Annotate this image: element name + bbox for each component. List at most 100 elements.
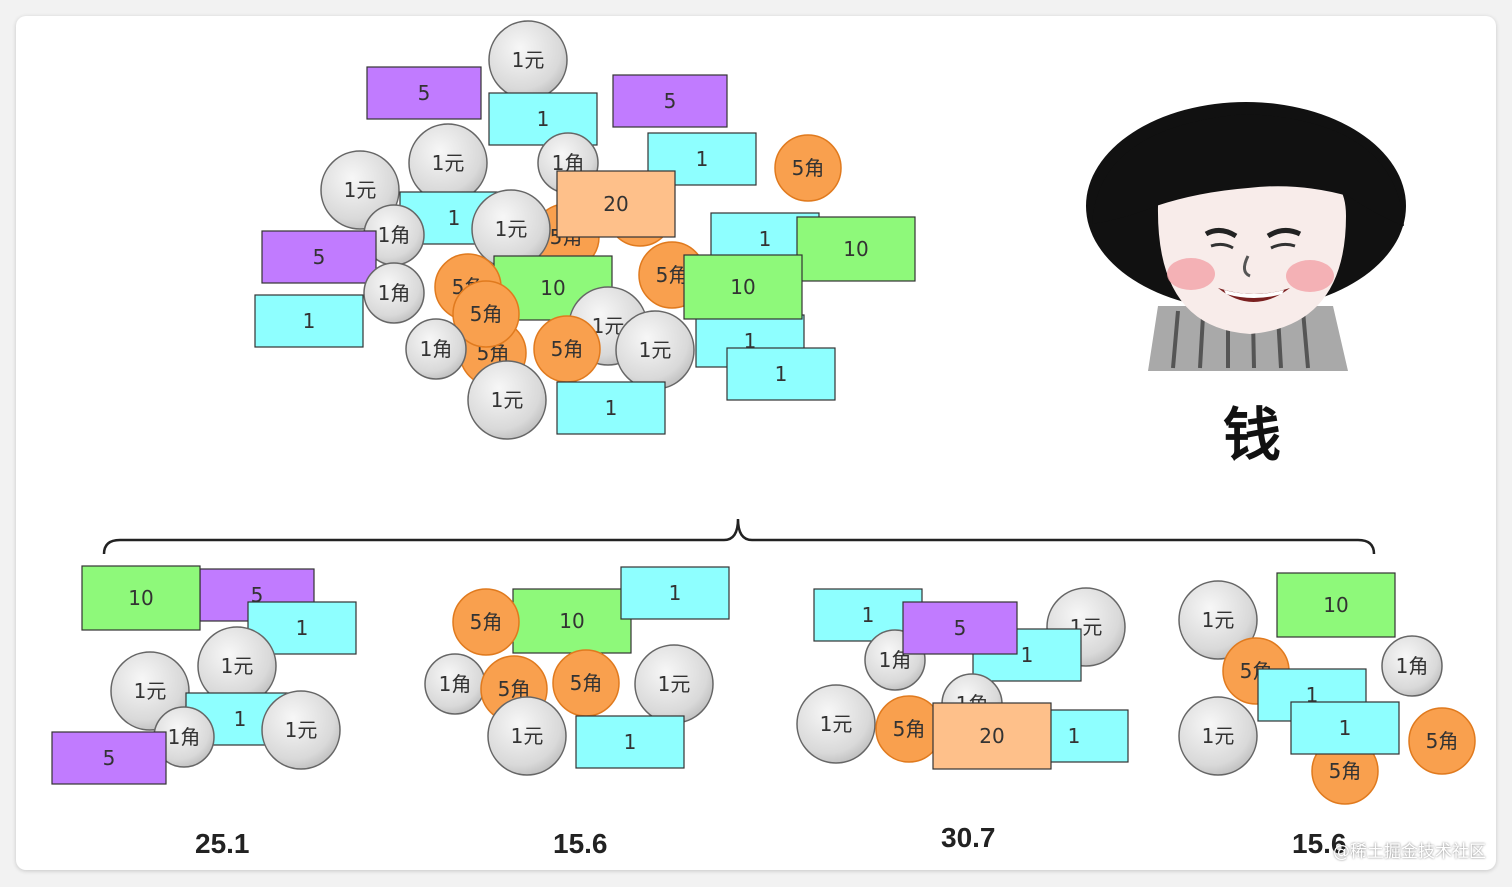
five-jiao-coin-label: 5角 [470,610,503,634]
five-jiao-coin: 5角 [452,280,520,348]
note-1-label: 1 [448,206,461,230]
note-5-label: 5 [103,746,116,770]
note-10: 10 [796,216,916,282]
group-total: 25.1 [195,828,250,859]
note-20-label: 20 [979,724,1004,748]
five-jiao-coin-label: 5角 [893,717,926,741]
note-1: 1 [972,628,1082,682]
five-jiao-coin: 5角 [552,649,620,717]
note-1-label: 1 [759,227,772,251]
five-jiao-coin-label: 5角 [792,156,825,180]
yuan-coin-label: 1元 [495,217,528,241]
note-20: 20 [932,702,1052,770]
jiao-coin-label: 1角 [439,672,472,696]
note-10-label: 10 [540,276,565,300]
watermark: @稀土掘金技术社区 [1333,842,1486,862]
group-total: 15.6 [1292,828,1347,859]
yuan-coin: 1元 [1178,580,1258,660]
note-1: 1 [726,347,836,401]
note-5-label: 5 [313,245,326,269]
note-1-label: 1 [296,616,309,640]
five-jiao-coin-label: 5角 [1329,759,1362,783]
yuan-coin: 1元 [261,690,341,770]
five-jiao-coin: 5角 [875,695,943,763]
note-1-label: 1 [605,396,618,420]
yuan-coin-label: 1元 [134,679,167,703]
note-10-label: 10 [559,609,584,633]
yuan-coin: 1元 [471,189,551,269]
note-1-label: 1 [537,107,550,131]
note-5: 5 [366,66,482,120]
mushroom-head-face-icon [1086,102,1406,371]
yuan-coin-label: 1元 [639,338,672,362]
note-10: 10 [81,565,201,631]
money-caption: 钱 [1222,401,1281,469]
yuan-coin: 1元 [1178,696,1258,776]
note-1-label: 1 [1021,643,1034,667]
note-1: 1 [647,132,757,186]
yuan-coin-label: 1元 [658,672,691,696]
note-5: 5 [902,601,1018,655]
note-10: 10 [1276,572,1396,638]
note-10-label: 10 [128,586,153,610]
note-5: 5 [51,731,167,785]
note-20: 20 [556,170,676,238]
jiao-coin: 1角 [1381,635,1443,697]
yuan-coin: 1元 [615,310,695,390]
note-5: 5 [612,74,728,128]
jiao-coin: 1角 [363,204,425,266]
note-1-label: 1 [1068,724,1081,748]
meme-face [1078,96,1414,476]
group-total: 15.6 [553,828,608,859]
note-10: 10 [683,254,803,320]
note-5-label: 5 [954,616,967,640]
yuan-coin: 1元 [634,644,714,724]
five-jiao-coin: 5角 [533,315,601,383]
five-jiao-coin-label: 5角 [470,302,503,326]
note-10-label: 10 [1323,593,1348,617]
yuan-coin-label: 1元 [511,724,544,748]
five-jiao-coin-label: 5角 [551,337,584,361]
yuan-coin-label: 1元 [1202,724,1235,748]
jiao-coin: 1角 [405,318,467,380]
note-1-label: 1 [669,581,682,605]
note-10-label: 10 [843,237,868,261]
note-5-label: 5 [664,89,677,113]
note-1-label: 1 [775,362,788,386]
five-jiao-coin-label: 5角 [656,263,689,287]
note-5-label: 5 [251,583,264,607]
jiao-coin-label: 1角 [378,223,411,247]
yuan-coin-label: 1元 [432,151,465,175]
jiao-coin-label: 1角 [1396,654,1429,678]
note-10-label: 10 [730,275,755,299]
note-5: 5 [261,230,377,284]
note-1-label: 1 [862,603,875,627]
note-5-label: 5 [418,81,431,105]
five-jiao-coin: 5角 [774,134,842,202]
note-1-label: 1 [1306,683,1319,707]
note-20-label: 20 [603,192,628,216]
five-jiao-coin-label: 5角 [1426,729,1459,753]
yuan-coin: 1元 [408,123,488,203]
note-1-label: 1 [234,707,247,731]
jiao-coin-label: 1角 [420,337,453,361]
note-10: 10 [512,588,632,654]
note-1-label: 1 [744,329,757,353]
yuan-coin-label: 1元 [820,712,853,736]
group-total: 30.7 [941,822,996,853]
yuan-coin-label: 1元 [491,388,524,412]
yuan-coin: 1元 [796,684,876,764]
five-jiao-coin: 5角 [452,588,520,656]
note-1-label: 1 [303,309,316,333]
note-1: 1 [254,294,364,348]
note-1: 1 [575,715,685,769]
yuan-coin-label: 1元 [512,48,545,72]
yuan-coin-label: 1元 [221,654,254,678]
jiao-coin-label: 1角 [168,725,201,749]
five-jiao-coin: 5角 [1408,707,1476,775]
jiao-coin: 1角 [363,262,425,324]
yuan-coin-label: 1元 [285,718,318,742]
yuan-coin: 1元 [467,360,547,440]
yuan-coin-label: 1元 [344,178,377,202]
note-1: 1 [1290,701,1400,755]
